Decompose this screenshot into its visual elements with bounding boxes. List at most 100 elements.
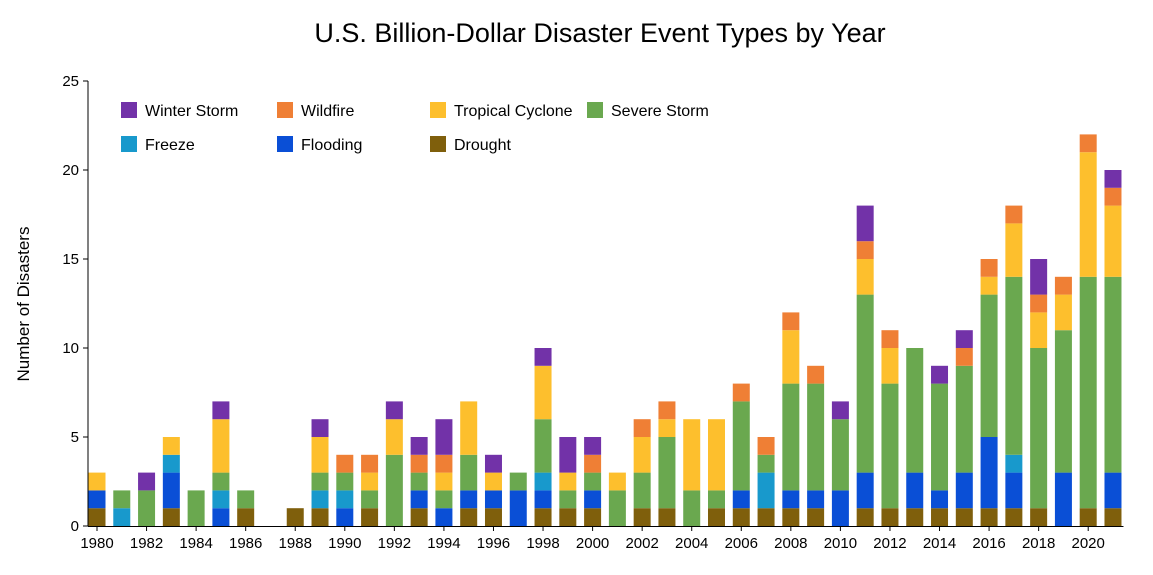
bar-2019-severe-storm <box>1054 330 1072 473</box>
bar-2003-drought <box>658 508 676 526</box>
y-tick-label-5: 5 <box>71 429 79 446</box>
bar-2014-flooding <box>931 490 949 509</box>
bar-2011-tropical-cyclone <box>856 259 874 295</box>
bar-2013-flooding <box>906 472 924 509</box>
bar-2020-wildfire <box>1079 134 1097 153</box>
bar-2009-severe-storm <box>807 383 825 491</box>
bar-2011-flooding <box>856 472 874 509</box>
bar-2021-winter-storm <box>1104 170 1122 188</box>
bar-1990-severe-storm <box>336 472 354 491</box>
legend-swatch-winter-storm <box>121 102 137 118</box>
bar-2005-drought <box>708 508 725 526</box>
bar-1996-tropical-cyclone <box>484 472 502 491</box>
bar-1999-winter-storm <box>559 437 577 473</box>
bar-1997-severe-storm <box>509 472 527 491</box>
bar-2003-wildfire <box>658 401 676 420</box>
bar-1980-tropical-cyclone <box>88 472 106 491</box>
bar-1996-flooding <box>484 490 502 509</box>
bar-1999-drought <box>559 508 577 526</box>
bar-2016-severe-storm <box>980 294 998 437</box>
bar-2011-severe-storm <box>856 294 874 473</box>
legend-label-drought: Drought <box>454 137 511 154</box>
bar-2008-flooding <box>782 490 800 509</box>
bar-2019-tropical-cyclone <box>1054 294 1072 331</box>
x-tick-label-1988: 1988 <box>279 535 312 552</box>
bar-2017-freeze <box>1005 454 1023 473</box>
bar-2019-flooding <box>1054 472 1072 526</box>
bar-1982-winter-storm <box>138 472 156 491</box>
bar-2007-freeze <box>757 472 775 509</box>
bar-2017-wildfire <box>1005 205 1023 224</box>
x-tick-label-1994: 1994 <box>427 535 460 552</box>
x-tick-label-1998: 1998 <box>526 535 559 552</box>
bar-1980-drought <box>88 508 106 526</box>
y-axis-label: Number of Disasters <box>14 227 33 382</box>
y-tick-label-15: 15 <box>62 251 79 268</box>
bar-2018-drought <box>1030 508 1048 526</box>
bar-2002-drought <box>633 508 651 526</box>
bar-2006-wildfire <box>732 383 750 402</box>
x-tick-label-2020: 2020 <box>1072 535 1105 552</box>
legend-swatch-drought <box>430 136 446 152</box>
bar-1996-drought <box>484 508 502 526</box>
bar-1980-flooding <box>88 490 106 509</box>
bar-1992-severe-storm <box>385 454 403 526</box>
bar-1995-tropical-cyclone <box>460 401 478 455</box>
bar-2017-drought <box>1005 508 1023 526</box>
bar-2000-severe-storm <box>584 472 602 491</box>
x-tick-label-2006: 2006 <box>725 535 758 552</box>
x-tick-label-2000: 2000 <box>576 535 609 552</box>
bar-2005-severe-storm <box>708 490 725 509</box>
x-tick-label-2010: 2010 <box>824 535 857 552</box>
bar-2002-severe-storm <box>633 472 651 509</box>
bar-2017-tropical-cyclone <box>1005 223 1023 277</box>
bar-2000-winter-storm <box>584 437 602 455</box>
bar-2010-winter-storm <box>831 401 849 420</box>
bar-2009-wildfire <box>807 365 825 384</box>
bar-2009-flooding <box>807 490 825 509</box>
bar-1997-flooding <box>509 490 527 526</box>
x-tick-label-1990: 1990 <box>328 535 361 552</box>
bar-1982-severe-storm <box>138 490 156 526</box>
bar-2008-severe-storm <box>782 383 800 491</box>
bar-2011-winter-storm <box>856 205 874 242</box>
bar-1986-severe-storm <box>237 490 255 509</box>
bar-2019-wildfire <box>1054 276 1072 295</box>
bar-1991-severe-storm <box>361 490 379 509</box>
x-tick-label-2012: 2012 <box>873 535 906 552</box>
bar-1998-severe-storm <box>534 419 552 473</box>
bar-2008-tropical-cyclone <box>782 330 800 384</box>
legend-swatch-flooding <box>277 136 293 152</box>
x-tick-label-2016: 2016 <box>972 535 1005 552</box>
bar-1998-winter-storm <box>534 348 552 366</box>
bar-2018-tropical-cyclone <box>1030 312 1048 348</box>
bar-2001-severe-storm <box>608 490 626 526</box>
legend-label-tropical-cyclone: Tropical Cyclone <box>454 103 573 120</box>
legend-swatch-wildfire <box>277 102 293 118</box>
bar-1994-wildfire <box>435 454 453 473</box>
bar-2021-tropical-cyclone <box>1104 205 1122 277</box>
bar-2017-flooding <box>1005 472 1023 509</box>
bar-1985-freeze <box>212 490 230 509</box>
bar-2014-drought <box>931 508 949 526</box>
bar-1981-freeze <box>113 508 131 526</box>
y-tick-label-10: 10 <box>62 340 79 357</box>
bar-1992-tropical-cyclone <box>385 419 403 455</box>
x-tick-label-2008: 2008 <box>774 535 807 552</box>
bars-layer <box>88 134 1122 526</box>
bar-2016-tropical-cyclone <box>980 276 998 295</box>
bar-1999-severe-storm <box>559 490 577 509</box>
bar-2020-tropical-cyclone <box>1079 152 1097 277</box>
bar-2021-flooding <box>1104 472 1122 509</box>
bar-2021-severe-storm <box>1104 276 1122 473</box>
bar-2012-tropical-cyclone <box>881 348 899 384</box>
x-tick-label-1982: 1982 <box>130 535 163 552</box>
legend-swatch-tropical-cyclone <box>430 102 446 118</box>
bar-1995-flooding <box>460 490 478 509</box>
bar-2000-flooding <box>584 490 602 509</box>
bar-2001-tropical-cyclone <box>608 472 626 491</box>
bar-1994-winter-storm <box>435 419 453 455</box>
bar-1998-drought <box>534 508 552 526</box>
chart-title: U.S. Billion-Dollar Disaster Event Types… <box>314 18 885 48</box>
bar-2002-wildfire <box>633 419 651 437</box>
